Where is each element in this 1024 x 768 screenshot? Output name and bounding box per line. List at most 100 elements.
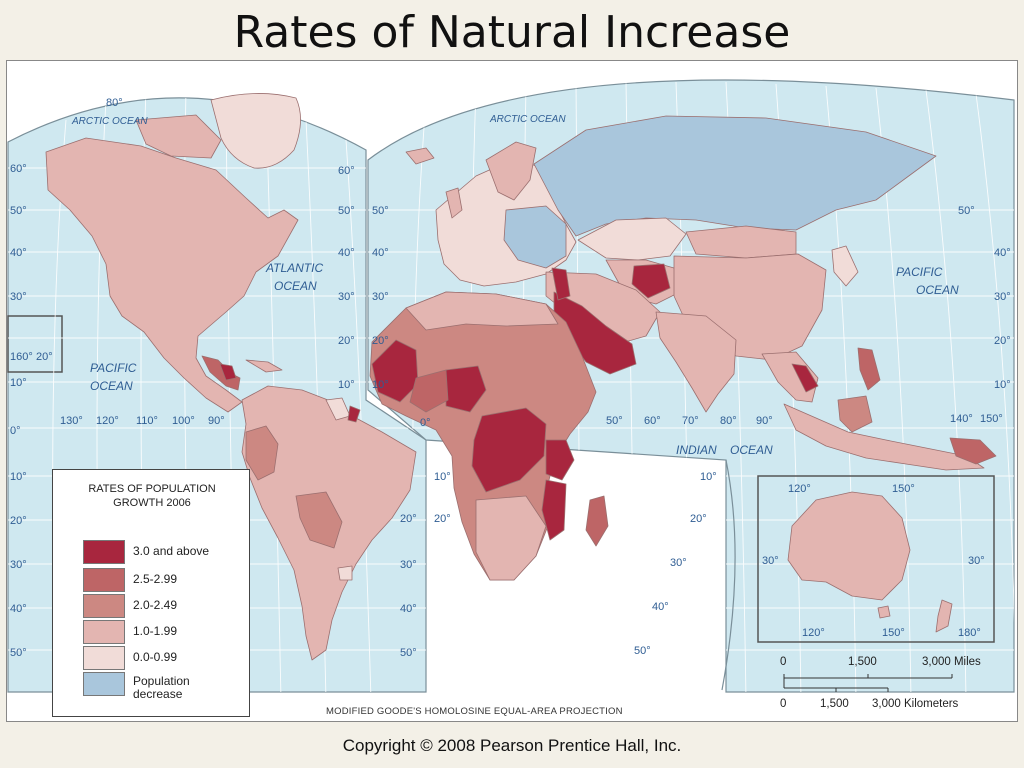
lon-60: 60°	[644, 415, 661, 427]
lat-s10-africa: 10°	[434, 471, 451, 483]
label-indian-ocean: INDIAN OCEAN	[676, 443, 773, 457]
lat-20-left: 20°	[36, 351, 53, 363]
lon-120: 120°	[96, 415, 119, 427]
scale-miles-0: 0	[780, 656, 787, 668]
new-guinea	[949, 437, 997, 465]
scale-km-3000: 3,000 Kilometers	[872, 698, 959, 710]
copyright: Copyright © 2008 Pearson Prentice Hall, …	[342, 736, 682, 755]
lat-20-right: 20°	[994, 335, 1011, 347]
label-pacific-ocean-right: PACIFIC OCEAN	[896, 265, 959, 297]
label-pacific-left-line2: OCEAN	[90, 379, 133, 393]
label-pacific-right-line1: PACIFIC	[896, 265, 943, 279]
lon-130: 130°	[60, 415, 83, 427]
continents	[45, 93, 997, 661]
lat-s10-ind: 10°	[700, 471, 717, 483]
lon-140: 140°	[950, 413, 973, 425]
mongolia	[685, 225, 797, 259]
legend-swatch	[83, 646, 125, 670]
legend-item-1-0-1-99: 1.0-1.99	[83, 620, 253, 644]
lat-20-eur: 20°	[372, 335, 389, 347]
lat-40-left: 40°	[10, 247, 27, 259]
legend-title: RATES OF POPULATION GROWTH 2006	[88, 483, 216, 509]
scale-km-0: 0	[780, 698, 787, 710]
south-america-andes	[245, 425, 279, 481]
legend-item-2-5-2-99: 2.5-2.99	[83, 568, 253, 592]
lon-50: 50°	[606, 415, 623, 427]
lon-150: 150°	[980, 413, 1003, 425]
korea-japan	[831, 245, 859, 287]
label-atlantic-ocean: ATLANTIC OCEAN	[265, 261, 326, 293]
lon-0: 0°	[420, 417, 431, 429]
world-map: ARCTIC OCEAN ARCTIC OCEAN ATLANTIC OCEAN…	[6, 60, 1018, 722]
lat-80: 80°	[106, 97, 123, 109]
legend-item-0-0-0-99: 0.0-0.99	[83, 646, 253, 670]
legend-item-population-decrease: Population decrease	[83, 672, 253, 701]
scale-miles-3000: 3,000 Miles	[922, 656, 981, 668]
indochina	[761, 351, 819, 403]
indonesia	[783, 403, 985, 471]
lat-50-am: 50°	[338, 205, 355, 217]
legend-item-3-0-above: 3.0 and above	[83, 540, 253, 564]
legend-label: 2.0-2.49	[133, 598, 178, 612]
lat-s30-mid: 30°	[400, 559, 417, 571]
lat-60-left: 60°	[10, 163, 27, 175]
legend-swatch	[83, 540, 125, 564]
central-america-high	[201, 355, 241, 391]
hawaii-inset	[7, 315, 63, 373]
southern-africa-light	[475, 495, 547, 581]
legend-swatch	[83, 568, 125, 592]
label-pacific-left-line1: PACIFIC	[90, 361, 137, 375]
lon-90-asia: 90°	[756, 415, 773, 427]
lat-s20-left: 20°	[10, 515, 27, 527]
sahel-high	[409, 369, 449, 413]
tasmania	[877, 605, 891, 619]
lat-0-left: 0°	[10, 425, 21, 437]
mozambique-high	[541, 479, 567, 541]
map-border	[6, 60, 1018, 722]
north-africa-lighter	[405, 291, 559, 331]
lat-s20-africa: 20°	[434, 513, 451, 525]
lat-s50-ind: 50°	[634, 645, 651, 657]
aus-150-top: 150°	[892, 483, 915, 495]
lat-s10-left: 10°	[10, 471, 27, 483]
lat-s30-left: 30°	[10, 559, 27, 571]
lat-s40-left: 40°	[10, 603, 27, 615]
laos	[791, 363, 819, 393]
legend-label: 3.0 and above	[133, 544, 210, 558]
lat-50-eur: 50°	[372, 205, 389, 217]
legend-swatch	[83, 672, 125, 696]
caribbean	[245, 359, 283, 373]
uruguay	[337, 565, 353, 581]
aus-30-right: 30°	[968, 555, 985, 567]
legend-label: Population decrease	[133, 674, 190, 701]
label-arctic-ocean-left: ARCTIC OCEAN	[71, 116, 148, 127]
lat-s20-mid: 20°	[400, 513, 417, 525]
lat-20-am: 20°	[338, 335, 355, 347]
lat-60-am: 60°	[338, 165, 355, 177]
india	[655, 311, 737, 413]
legend-label: 0.0-0.99	[133, 650, 178, 664]
lon-80: 80°	[720, 415, 737, 427]
graticule-labels: 80° 60° 50° 40° 30° 20° 10° 0° 10° 20° 3…	[10, 97, 1011, 659]
arctic-islands	[135, 114, 222, 159]
label-arctic-ocean-right: ARCTIC OCEAN	[489, 114, 566, 125]
north-america	[45, 137, 299, 413]
lon-70: 70°	[682, 415, 699, 427]
lat-s20-ind: 20°	[690, 513, 707, 525]
legend: RATES OF POPULATION GROWTH 2006 3.0 and …	[52, 469, 250, 717]
legend-label: 1.0-1.99	[133, 624, 178, 638]
suriname-high	[347, 405, 361, 423]
lat-30-am: 30°	[338, 291, 355, 303]
levant	[551, 267, 571, 301]
bolivia-paraguay	[295, 491, 343, 549]
new-zealand	[935, 599, 953, 633]
iceland	[405, 147, 435, 165]
aus-150-bottom: 150°	[882, 627, 905, 639]
scale-miles-1500: 1,500	[848, 656, 877, 668]
lon-90: 90°	[208, 415, 225, 427]
scale-bar-lines	[783, 674, 953, 692]
east-africa-high	[545, 439, 575, 481]
lat-50-right: 50°	[958, 205, 975, 217]
australia	[787, 491, 911, 601]
lat-10-left: 10°	[10, 377, 27, 389]
